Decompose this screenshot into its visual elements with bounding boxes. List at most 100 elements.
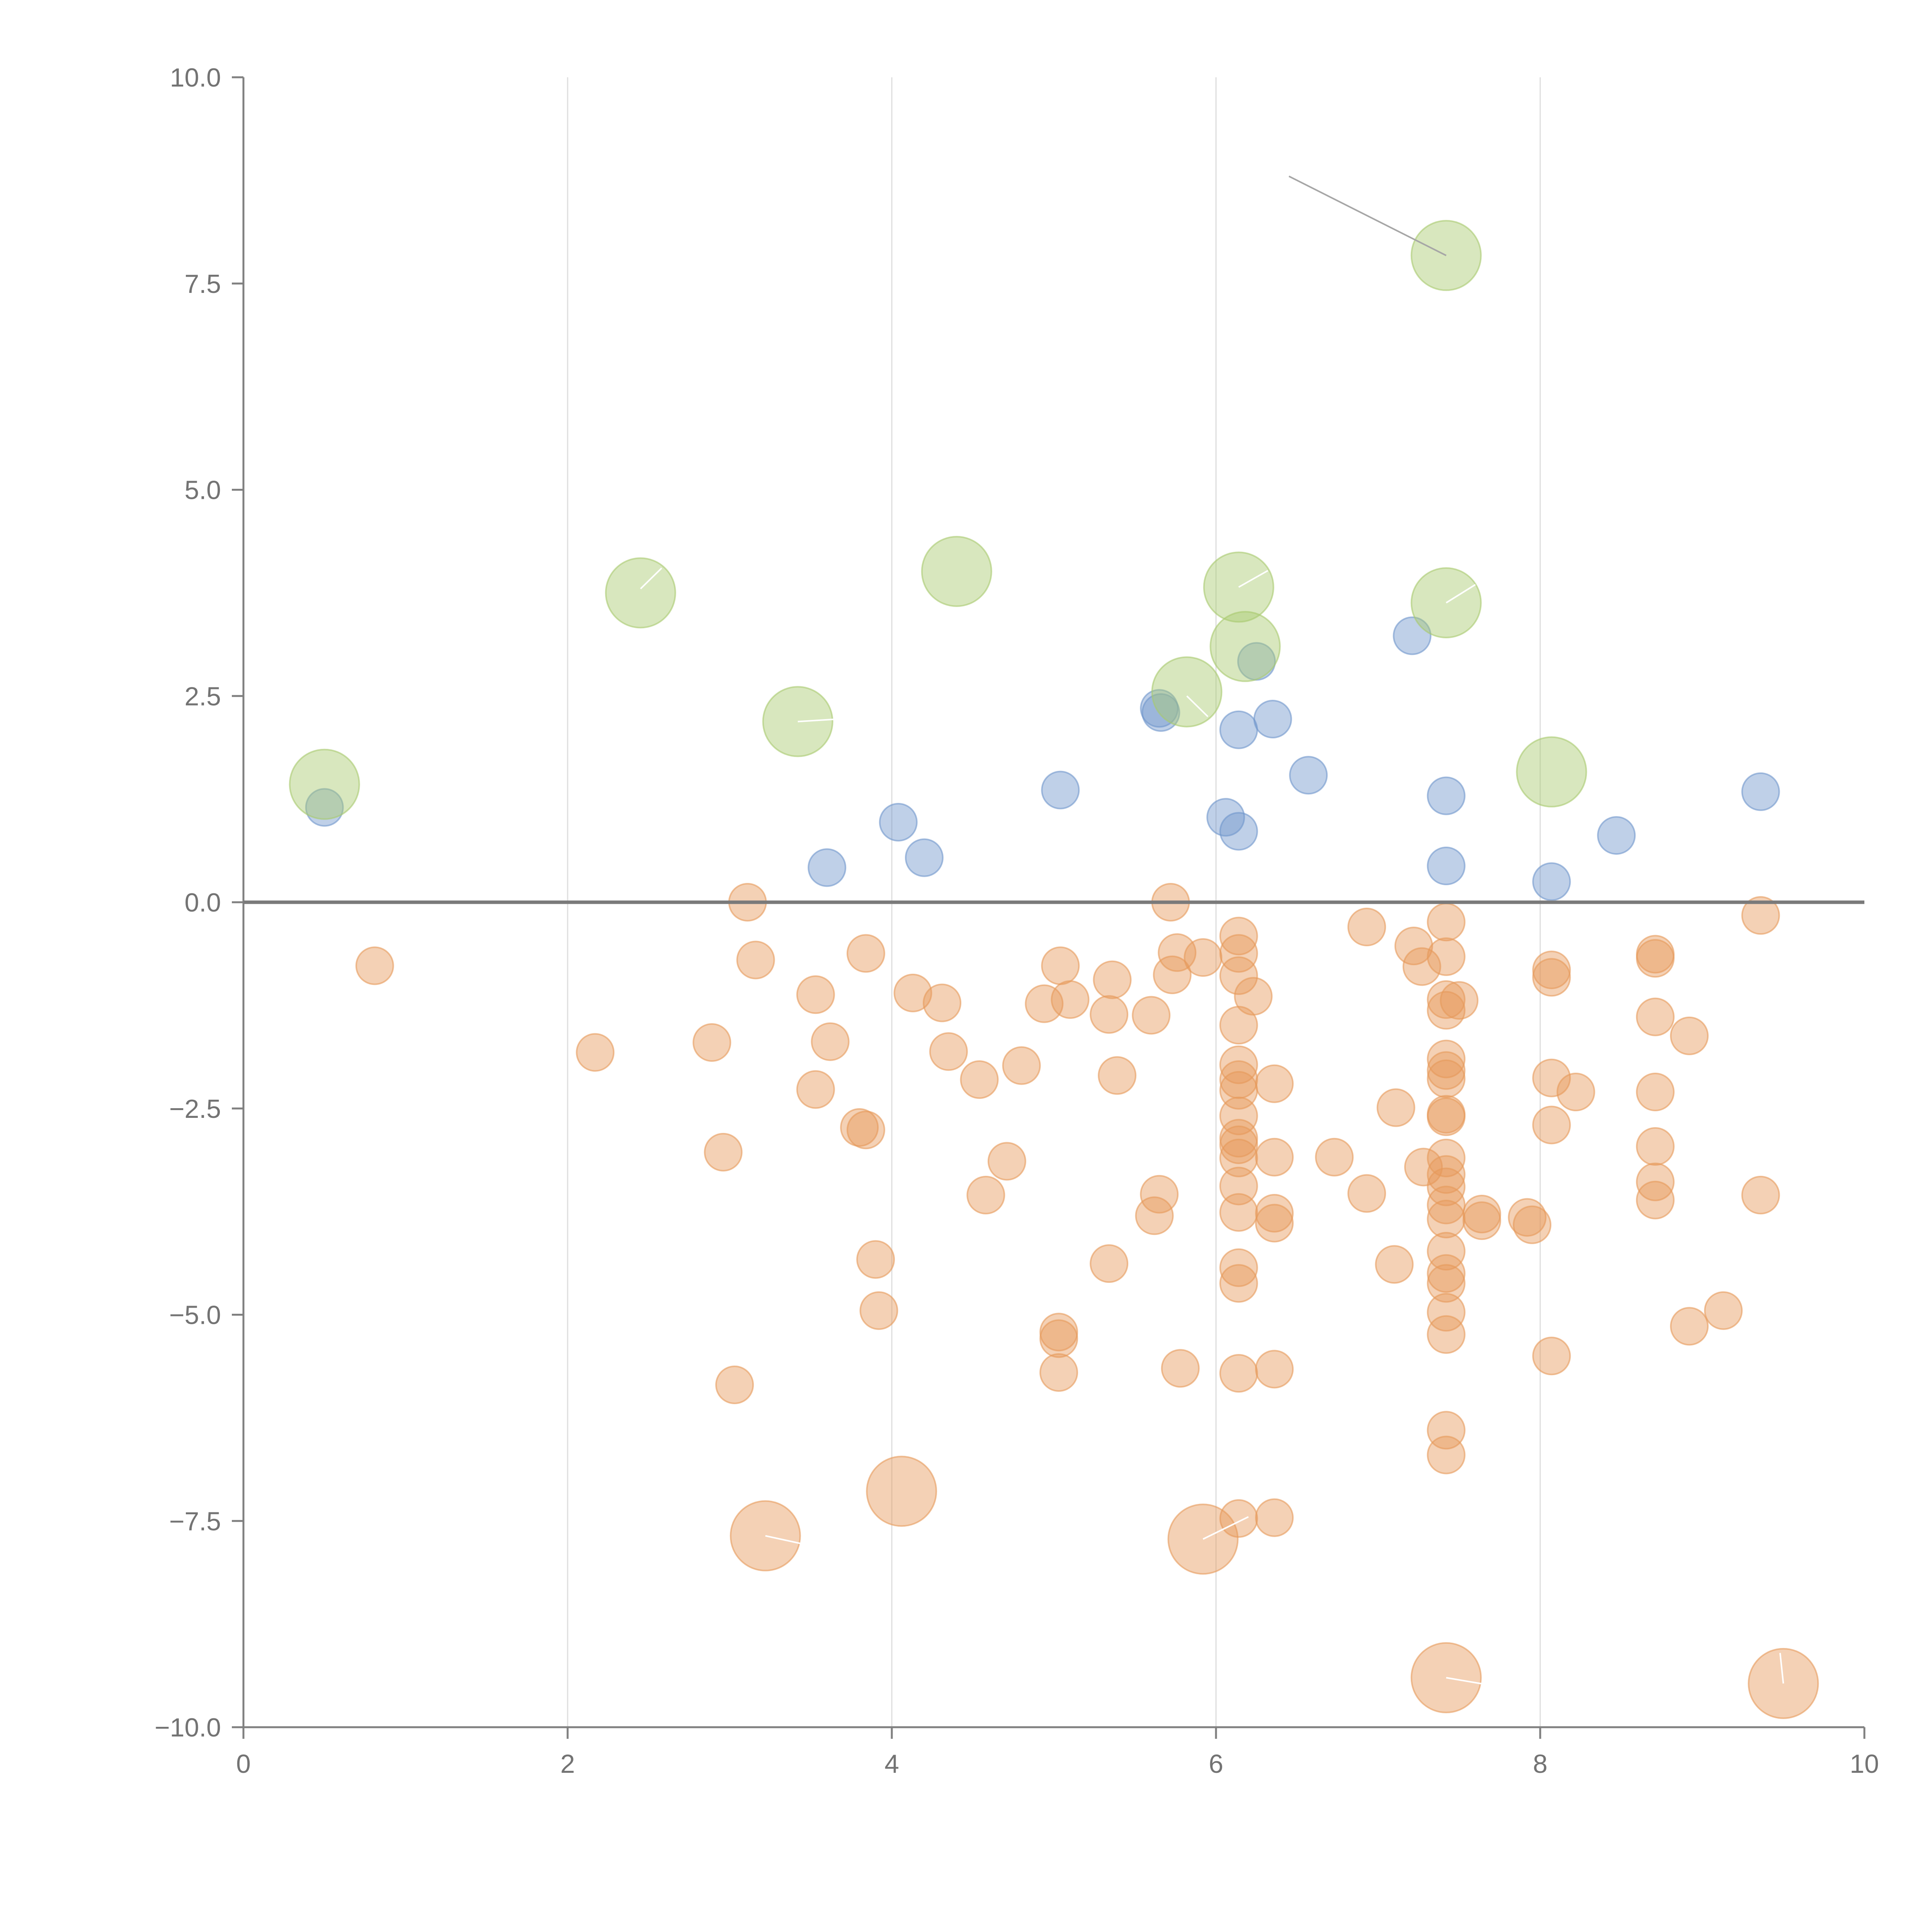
y-tick-label: 2.5 (184, 682, 221, 711)
orange-bubble (1093, 960, 1132, 999)
orange-bubble (1427, 1232, 1466, 1271)
orange-bubble (1255, 1350, 1294, 1389)
orange-bubble (1513, 1205, 1552, 1244)
y-tick-label: −2.5 (169, 1094, 221, 1124)
orange-bubble (1462, 1201, 1501, 1240)
orange-bubble (811, 1022, 850, 1061)
annotation-leader-line (1186, 695, 1209, 718)
orange-bubble (355, 946, 394, 985)
blue-bubble (305, 788, 344, 827)
orange-bubble (1556, 1073, 1595, 1112)
orange-bubble (1427, 903, 1466, 942)
orange-bubble (1636, 1180, 1675, 1219)
orange-bubble (846, 1111, 885, 1150)
orange-bubble (1219, 1125, 1258, 1164)
series-blue (305, 616, 1780, 901)
orange-bubble (1255, 1138, 1294, 1177)
orange-bubble (1704, 1291, 1743, 1330)
orange-bubble (929, 1032, 968, 1071)
orange-bubble (576, 1033, 615, 1072)
orange-bubble (1636, 939, 1675, 978)
annotation-leader-line (1446, 584, 1476, 604)
orange-bubble (1427, 937, 1466, 976)
orange-bubble (1039, 1353, 1078, 1392)
orange-bubble (1741, 896, 1780, 935)
orange-bubble (1402, 947, 1441, 986)
orange-bubble (1219, 1499, 1258, 1538)
orange-bubble (1255, 1498, 1294, 1537)
orange-bubble (1741, 1175, 1780, 1214)
orange-bubble (1219, 1193, 1258, 1232)
y-tick-label: −5.0 (169, 1301, 221, 1330)
y-tick-label: −7.5 (169, 1507, 221, 1536)
orange-bubble (1161, 1349, 1200, 1388)
orange-bubble (715, 1365, 754, 1404)
orange-bubble (1670, 1307, 1709, 1346)
orange-bubble (846, 934, 885, 973)
orange-bubble (796, 1070, 835, 1109)
orange-bubble (893, 973, 932, 1012)
orange-bubble (1140, 1175, 1179, 1214)
orange-bubble (1376, 1088, 1415, 1127)
orange-bubble (1427, 980, 1466, 1019)
orange-bubble (1255, 1204, 1294, 1243)
x-tick-label: 4 (884, 1749, 899, 1779)
orange-bubble (704, 1133, 743, 1172)
orange-bubble (1636, 1073, 1675, 1112)
blue-bubble (879, 803, 918, 842)
orange-bubble (1427, 1039, 1466, 1078)
leader-lines (640, 175, 1784, 1687)
y-tick-label: 10.0 (170, 63, 221, 92)
orange-bubble (1219, 956, 1258, 995)
orange-bubble (1427, 1097, 1466, 1136)
series-green (289, 220, 1587, 820)
blue-bubble (1253, 700, 1292, 739)
orange-bubble (1039, 1319, 1078, 1358)
x-tick-label: 0 (236, 1749, 251, 1779)
orange-bubble (1025, 984, 1064, 1023)
orange-bubble (1427, 1254, 1466, 1293)
blue-bubble (808, 848, 847, 887)
orange-bubble (1219, 1264, 1258, 1303)
orange-bubble (1255, 1194, 1294, 1233)
orange-bubble (1636, 1127, 1675, 1166)
x-tick-label: 10 (1850, 1749, 1879, 1779)
blue-bubble (1597, 816, 1636, 855)
annotation-leader-line (1288, 175, 1447, 256)
series-orange (355, 883, 1780, 1538)
orange-bubble (966, 1175, 1005, 1214)
orange-bubble (856, 1240, 895, 1279)
orange-bubble (1219, 1060, 1258, 1099)
orange-bubble (1234, 977, 1273, 1016)
orange-bubble (736, 940, 775, 980)
y-tick-label: 5.0 (184, 476, 221, 505)
y-tick-label: 0.0 (184, 888, 221, 917)
orange-bubble (1090, 995, 1129, 1034)
annotation-leader-line (1202, 1516, 1249, 1540)
x-tick-label: 6 (1209, 1749, 1223, 1779)
orange-bubble (1219, 1248, 1258, 1287)
blue-bubble (1532, 862, 1571, 901)
orange-bubble (859, 1291, 898, 1330)
annotation-leader-line (798, 717, 852, 723)
orange-bubble (1347, 1174, 1386, 1213)
green-bubble (1151, 656, 1223, 728)
orange-large-bubble (866, 1456, 937, 1527)
orange-bubble (1427, 1293, 1466, 1332)
orange-bubble (1090, 1244, 1129, 1283)
orange-bubble (1184, 938, 1223, 977)
orange-bubble (1132, 996, 1171, 1035)
orange-bubble (1002, 1046, 1041, 1085)
blue-bubble (1289, 756, 1328, 795)
orange-bubble (1427, 1264, 1466, 1303)
orange-bubble (1219, 1167, 1258, 1206)
green-bubble (921, 536, 992, 607)
orange-bubble (1532, 1105, 1571, 1145)
orange-bubble (1427, 1315, 1466, 1354)
green-bubble (605, 557, 676, 629)
orange-bubble (1219, 1354, 1258, 1393)
orange-bubble (1347, 908, 1386, 947)
annotation-leader-line (1446, 1677, 1495, 1687)
orange-bubble (1440, 981, 1479, 1020)
orange-bubble (1532, 1058, 1571, 1097)
